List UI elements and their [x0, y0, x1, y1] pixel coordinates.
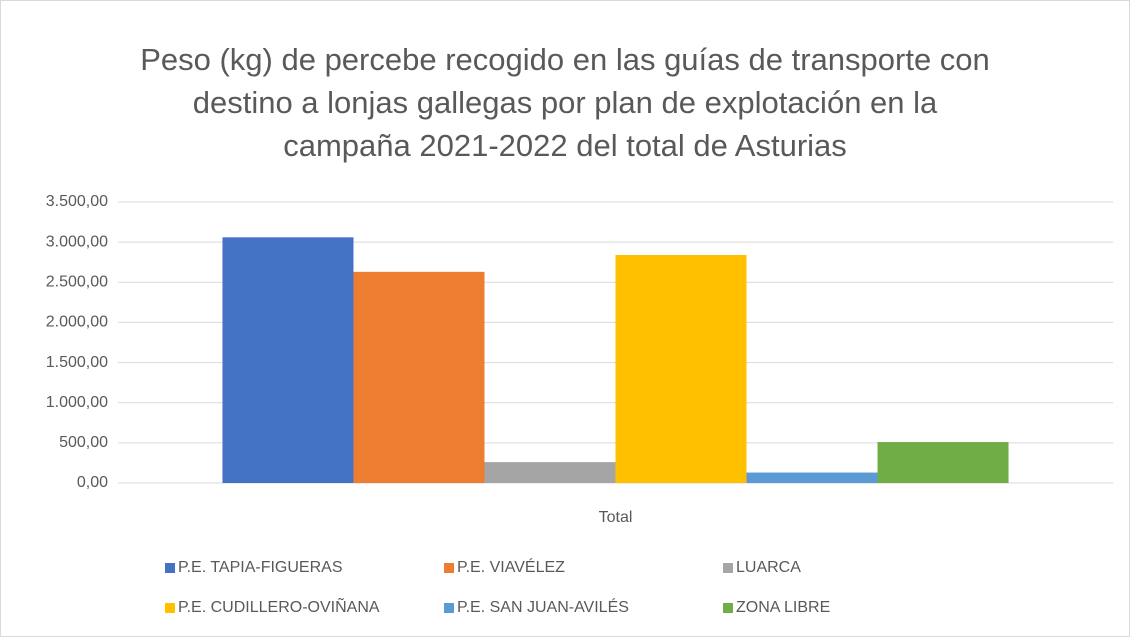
x-tick-label: Total [599, 509, 633, 526]
legend-label: ZONA LIBRE [736, 599, 830, 616]
y-tick-label: 2.500,00 [46, 274, 108, 291]
legend-swatch [444, 563, 454, 573]
legend-swatch [444, 603, 454, 613]
legend-label: P.E. CUDILLERO-OVIÑANA [178, 596, 380, 616]
y-tick-label: 2.000,00 [46, 314, 108, 331]
y-tick-label: 1.000,00 [46, 394, 108, 411]
legend-label: P.E. VIAVÉLEZ [457, 557, 565, 576]
y-tick-label: 3.000,00 [46, 233, 108, 250]
bar [222, 237, 354, 483]
legend-swatch [723, 563, 733, 573]
y-tick-label: 1.500,00 [46, 354, 108, 371]
legend-label: P.E. SAN JUAN-AVILÉS [457, 597, 629, 616]
bar [746, 472, 878, 483]
bar [484, 462, 616, 483]
legend-swatch [723, 603, 733, 613]
bar [877, 442, 1009, 483]
legend-label: LUARCA [736, 559, 801, 576]
bar [615, 254, 747, 483]
y-tick-label: 500,00 [59, 434, 108, 451]
legend-swatch [165, 603, 175, 613]
y-tick-label: 3.500,00 [46, 193, 108, 210]
bar [353, 271, 485, 483]
y-tick-label: 0,00 [77, 474, 108, 491]
legend-swatch [165, 563, 175, 573]
chart-title: Peso (kg) de percebe recogido en las guí… [140, 42, 990, 163]
legend-label: P.E. TAPIA-FIGUERAS [178, 559, 343, 576]
